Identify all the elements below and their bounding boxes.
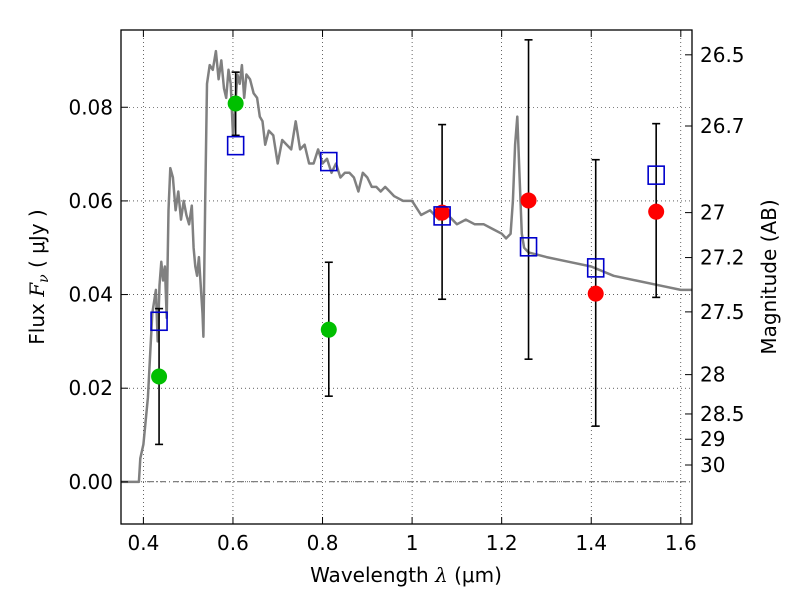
data-point xyxy=(320,321,337,338)
data-points xyxy=(150,95,665,385)
y-tick-label: 0.04 xyxy=(68,283,113,307)
y2-tick-label: 30 xyxy=(700,453,725,477)
y2-tick-label: 28 xyxy=(700,363,725,387)
model-photometry-square xyxy=(319,151,338,172)
y2-tick-label: 29 xyxy=(700,427,725,451)
model-photometry-square xyxy=(150,311,168,332)
model-photometry-square xyxy=(433,206,451,226)
y2-tick-label: 26.5 xyxy=(700,43,745,67)
x-tick-label: 1 xyxy=(406,531,419,555)
data-point xyxy=(227,95,244,112)
x-tick-label: 0.6 xyxy=(217,531,249,555)
data-point xyxy=(648,203,665,220)
model-sed-line-group xyxy=(121,49,692,484)
x-tick-label: 0.8 xyxy=(307,531,339,555)
model-sed-line xyxy=(121,49,692,484)
data-point xyxy=(434,204,451,221)
y2-axis-title: Magnitude (AB) xyxy=(757,199,781,354)
y2-tick-label: 27.5 xyxy=(700,300,745,324)
data-point xyxy=(587,285,604,302)
y-tick-label: 0.02 xyxy=(68,376,113,400)
y-tick-label: 0.08 xyxy=(68,95,113,119)
x-tick-label: 1.6 xyxy=(665,531,697,555)
y2-tick-label: 26.7 xyxy=(700,114,745,138)
y-tick-label: 0.00 xyxy=(68,470,113,494)
model-photometry-square xyxy=(647,165,665,185)
y-axis-title: Flux Fν ( μJy ) xyxy=(25,209,52,344)
tick-labels: 0.4 0.6 0.8 1 1.2 1.4 1.6 0.00 0.02 0.04 0.06 0.08 2… xyxy=(68,43,744,555)
y2-tick-label: 27 xyxy=(700,201,725,225)
model-photometry-square xyxy=(586,258,605,278)
x-tick-label: 0.4 xyxy=(127,531,159,555)
model-photometry-square xyxy=(519,236,538,257)
ticks xyxy=(121,30,692,524)
x-axis-title: Wavelength λ (μm) xyxy=(310,563,502,587)
y2-tick-label: 28.5 xyxy=(700,402,745,426)
x-tick-label: 1.2 xyxy=(486,531,518,555)
y-tick-label: 0.06 xyxy=(68,189,113,213)
plot-frame xyxy=(120,29,693,525)
data-point xyxy=(151,368,168,385)
y2-tick-label: 27.2 xyxy=(700,246,745,270)
x-tick-label: 1.4 xyxy=(575,531,607,555)
data-point xyxy=(520,192,537,209)
model-photometry-square xyxy=(226,135,245,156)
